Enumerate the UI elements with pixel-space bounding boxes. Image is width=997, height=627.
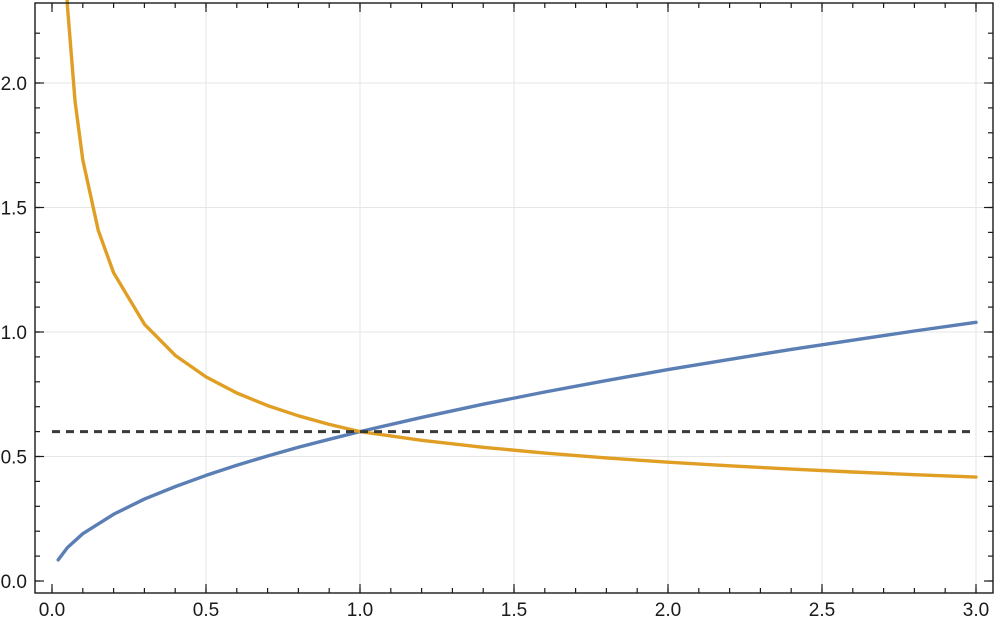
x-tick-label: 1.0 — [347, 600, 373, 621]
x-tick-label: 0.0 — [39, 600, 65, 621]
series-line-1 — [56, 320, 978, 562]
series-layer — [52, 0, 978, 562]
x-tick-label: 2.5 — [809, 600, 835, 621]
y-tick-label: 0.5 — [1, 448, 27, 469]
x-tick-label: 3.0 — [963, 600, 989, 621]
x-tick-label: 2.0 — [655, 600, 681, 621]
y-tick-label: 2.0 — [1, 74, 27, 95]
y-tick-label: 0.0 — [1, 572, 27, 593]
grid-lines — [35, 3, 993, 593]
series-line-2 — [65, 0, 978, 479]
tick-labels: 0.0 0.5 1.0 1.5 2.0 2.5 3.0 0.0 0.5 1.0 1.5 2.0 — [1, 74, 990, 621]
x-tick-label: 1.5 — [501, 600, 527, 621]
axis-ticks — [35, 3, 993, 593]
x-tick-label: 0.5 — [193, 600, 219, 621]
y-tick-label: 1.5 — [1, 199, 27, 220]
y-tick-label: 1.0 — [1, 323, 27, 344]
